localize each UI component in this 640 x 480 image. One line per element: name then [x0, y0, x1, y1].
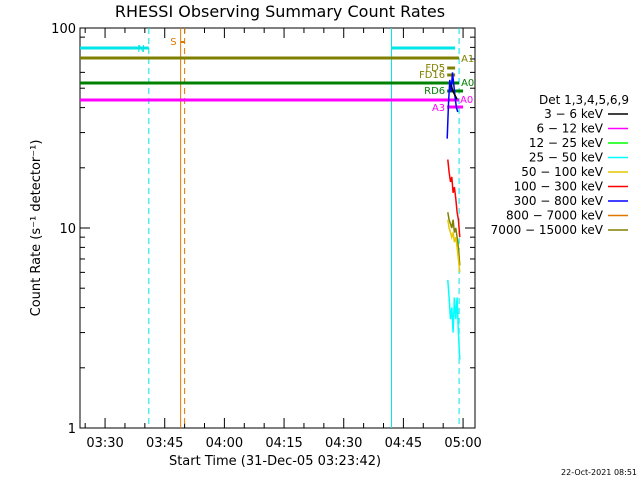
count-rate-trace	[447, 279, 461, 360]
x-axis-label: Start Time (31-Dec-05 03:23:42)	[169, 454, 381, 469]
legend-entry-label: 12 − 25 keV	[529, 136, 604, 150]
x-tick-label: 04:15	[265, 436, 302, 451]
legend-entry-label: 300 − 800 keV	[514, 194, 604, 208]
legend-entry-label: 25 − 50 keV	[529, 151, 604, 165]
legend-entry-label: 3 − 6 keV	[544, 107, 604, 121]
legend-entry-label: 800 − 7000 keV	[506, 209, 604, 223]
y-tick-label: 1	[68, 422, 76, 437]
count-rate-trace	[450, 84, 458, 100]
x-tick-label: 04:30	[325, 436, 362, 451]
state-flag-label: N	[137, 44, 144, 55]
y-tick-label: 100	[51, 22, 76, 37]
y-tick-label: 10	[59, 222, 76, 237]
x-tick-label: 03:30	[86, 436, 123, 451]
state-flag-label: RD6	[424, 86, 445, 97]
legend-entry-label: 6 − 12 keV	[536, 122, 603, 136]
count-rate-trace	[447, 212, 461, 266]
count-rate-trace	[446, 72, 459, 139]
state-flag-label: A0	[461, 78, 474, 89]
legend-entry-label: 7000 − 15000 keV	[491, 223, 604, 237]
y-axis-label: Count Rate (s⁻¹ detector⁻¹)	[29, 140, 44, 317]
x-tick-label: 03:45	[146, 436, 183, 451]
legend-entry-label: 100 − 300 keV	[514, 180, 604, 194]
x-tick-label: 04:45	[385, 436, 422, 451]
legend-entry-label: 50 − 100 keV	[521, 165, 604, 179]
x-tick-label: 04:00	[206, 436, 243, 451]
plot-frame	[79, 27, 476, 429]
state-flag-label: A3	[432, 103, 445, 114]
state-flag-label: FD16	[419, 70, 445, 81]
state-flag-label: FD5	[425, 63, 445, 74]
state-flag-label: A0	[460, 95, 473, 106]
footer-timestamp: 22-Oct-2021 08:51	[561, 468, 637, 477]
count-rate-trace	[447, 159, 461, 238]
chart-title: RHESSI Observing Summary Count Rates	[115, 2, 445, 21]
state-flag-label: S	[170, 37, 176, 48]
x-tick-label: 05:00	[444, 436, 481, 451]
legend-title: Det 1,3,4,5,6,9	[539, 93, 629, 107]
state-flag-label: A1	[461, 54, 474, 65]
count-rate-trace	[447, 219, 461, 273]
